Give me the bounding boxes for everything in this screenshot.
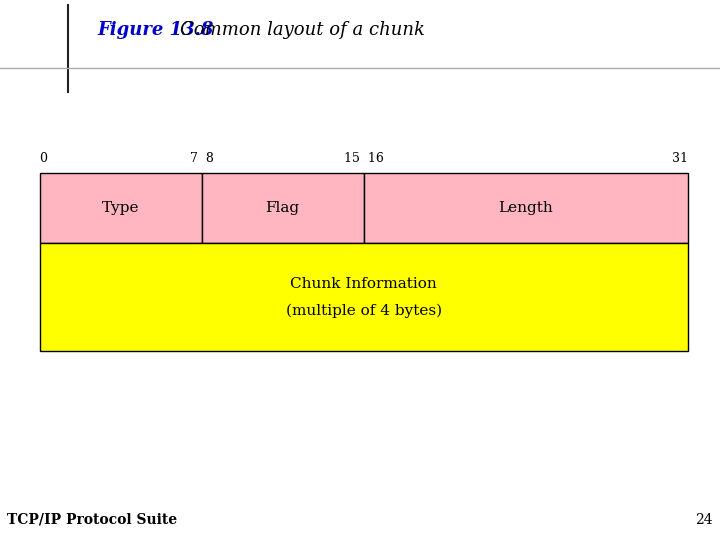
Text: Flag: Flag (266, 201, 300, 215)
Text: 31: 31 (672, 152, 688, 165)
Text: TCP/IP Protocol Suite: TCP/IP Protocol Suite (7, 512, 177, 526)
Text: 7  8: 7 8 (189, 152, 214, 165)
Bar (364, 173, 688, 243)
Bar (40, 173, 202, 243)
Text: 24: 24 (696, 512, 713, 526)
Text: Type: Type (102, 201, 140, 215)
Text: 0: 0 (40, 152, 48, 165)
Text: Chunk Information: Chunk Information (290, 276, 437, 291)
Text: 15  16: 15 16 (343, 152, 384, 165)
Text: Figure 13.8: Figure 13.8 (97, 21, 214, 39)
Text: Common layout of a chunk: Common layout of a chunk (180, 21, 425, 39)
Text: (multiple of 4 bytes): (multiple of 4 bytes) (286, 303, 441, 318)
Text: Length: Length (498, 201, 553, 215)
Bar (202, 173, 364, 243)
Bar (40, 243, 688, 351)
